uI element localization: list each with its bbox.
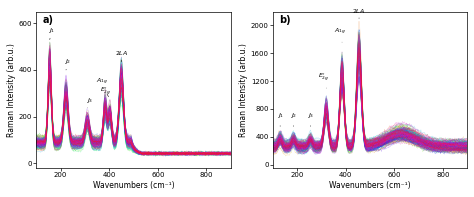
X-axis label: Wavenumbers (cm⁻¹): Wavenumbers (cm⁻¹)	[93, 181, 174, 190]
Text: $J_2$: $J_2$	[290, 111, 297, 126]
X-axis label: Wavenumbers (cm⁻¹): Wavenumbers (cm⁻¹)	[329, 181, 411, 190]
Y-axis label: Raman Intensity (arb.u.): Raman Intensity (arb.u.)	[7, 43, 16, 137]
Text: $A_{1g}$: $A_{1g}$	[96, 77, 108, 90]
Text: $J_1$: $J_1$	[276, 111, 284, 126]
Text: $J_2$: $J_2$	[64, 58, 72, 70]
Text: $E^{\prime}_{2g}$: $E^{\prime}_{2g}$	[100, 86, 111, 97]
Text: $J_3$: $J_3$	[307, 111, 314, 126]
Text: a): a)	[42, 15, 53, 25]
Text: b): b)	[279, 15, 290, 25]
Text: $2LA$: $2LA$	[115, 49, 128, 62]
Text: $J_1$: $J_1$	[48, 26, 55, 40]
Text: $J_3$: $J_3$	[86, 96, 93, 107]
Y-axis label: Raman Intensity (arb.u.): Raman Intensity (arb.u.)	[239, 43, 248, 137]
Text: $A_{1g}$: $A_{1g}$	[334, 26, 346, 42]
Text: $E^{\prime}_{2g}$: $E^{\prime}_{2g}$	[318, 71, 329, 88]
Text: $2LA$: $2LA$	[352, 7, 365, 19]
